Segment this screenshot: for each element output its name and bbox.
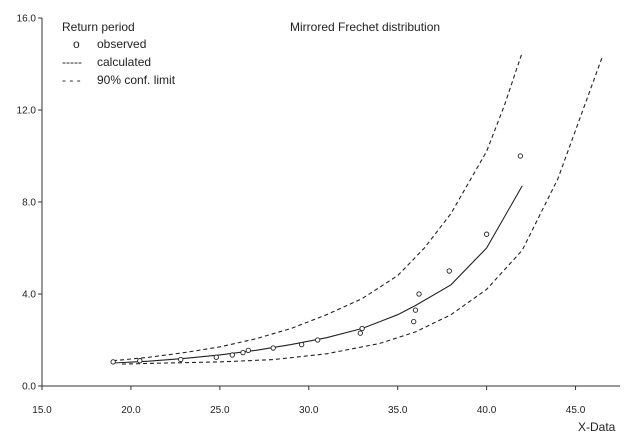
- legend-title: Return period: [62, 20, 135, 34]
- observed-point: [412, 307, 419, 313]
- observed-point: [446, 268, 452, 274]
- observed-point: [359, 325, 365, 332]
- x-tick-label: 45.0: [566, 405, 586, 416]
- legend-symbol-observed: o: [73, 37, 80, 51]
- x-axis-label: X-Data: [578, 420, 616, 434]
- chart-title: Mirrored Frechet distribution: [290, 20, 440, 34]
- observed-point: [357, 330, 363, 336]
- legend-label-conf-limit: 90% conf. limit: [97, 73, 176, 87]
- y-tick-label: 12.0: [17, 106, 37, 117]
- observed-point: [315, 337, 321, 343]
- legend: Return period o observed ----- calculate…: [62, 20, 176, 87]
- x-tick-label: 40.0: [477, 405, 497, 416]
- y-tick-label: 0.0: [22, 382, 36, 393]
- series-calculated-line: [113, 185, 523, 364]
- legend-label-observed: observed: [97, 37, 146, 51]
- observed-point: [110, 359, 116, 365]
- x-tick-label: 15.0: [32, 405, 52, 416]
- x-tick-label: 25.0: [210, 405, 230, 416]
- legend-symbol-conf-limit: - - -: [62, 73, 81, 87]
- series-conf-limit-line: [121, 56, 603, 365]
- observed-point: [299, 341, 305, 348]
- legend-symbol-calculated: -----: [62, 55, 82, 69]
- y-tick-label: 8.0: [22, 198, 36, 209]
- observed-point: [411, 318, 417, 325]
- observed-point: [517, 153, 524, 159]
- observed-point: [229, 352, 235, 358]
- x-tick-label: 35.0: [388, 405, 408, 416]
- observed-point: [240, 349, 246, 356]
- observed-point: [137, 358, 143, 364]
- axes: 0.0 4.0 8.0 12.0 16.0 15.0 20.0 25.0 30.0 35.0 40.…: [17, 14, 620, 416]
- y-tick-label: 4.0: [22, 290, 36, 301]
- observed-point: [483, 231, 490, 237]
- observed-point: [178, 356, 184, 363]
- observed-point: [213, 354, 219, 360]
- observed-point: [245, 347, 251, 353]
- observed-point: [416, 291, 422, 297]
- series-conf-limit-line: [113, 52, 523, 362]
- legend-label-calculated: calculated: [97, 55, 151, 69]
- y-tick-label: 16.0: [17, 14, 37, 25]
- plot-area: [110, 52, 603, 365]
- x-tick-label: 20.0: [121, 405, 141, 416]
- x-tick-label: 30.0: [299, 405, 319, 416]
- observed-point: [270, 345, 276, 351]
